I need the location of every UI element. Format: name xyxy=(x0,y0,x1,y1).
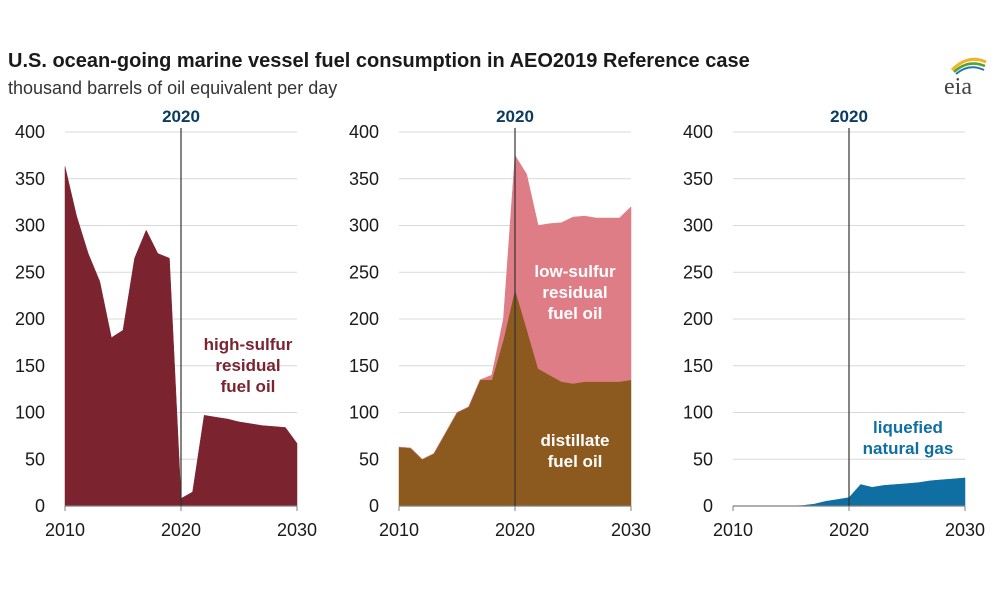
y-tick-label: 0 xyxy=(35,496,45,516)
y-tick-label: 350 xyxy=(15,169,45,189)
x-tick-label: 2010 xyxy=(713,520,753,540)
chart-subtitle: thousand barrels of oil equivalent per d… xyxy=(8,78,338,98)
logo-arc-green xyxy=(953,62,986,73)
series-annotation: residual xyxy=(542,283,607,302)
series-annotation: residual xyxy=(215,356,280,375)
chart-panel-3: 0 50 100 150 200 250 300 350 400 2010 2020 2030 2020… xyxy=(683,107,985,540)
series-annotation: natural gas xyxy=(863,439,954,458)
y-tick-label: 350 xyxy=(349,169,379,189)
y-tick-label: 0 xyxy=(369,496,379,516)
y-tick-label: 100 xyxy=(683,403,713,423)
x-tick-label: 2030 xyxy=(277,520,317,540)
y-tick-label: 50 xyxy=(359,449,379,469)
y-tick-label: 200 xyxy=(349,309,379,329)
eia-logo: eia xyxy=(944,57,987,100)
x-tick-label: 2030 xyxy=(945,520,985,540)
series-annotation: liquefied xyxy=(873,418,943,437)
y-tick-label: 400 xyxy=(15,122,45,142)
y-tick-label: 300 xyxy=(683,216,713,236)
x-tick-label: 2010 xyxy=(379,520,419,540)
y-tick-label: 300 xyxy=(15,216,45,236)
series-annotation: distillate xyxy=(541,431,610,450)
x-tick-label: 2030 xyxy=(611,520,651,540)
series-annotation: high-sulfur xyxy=(204,335,293,354)
y-tick-label: 300 xyxy=(349,216,379,236)
x-tick-label: 2020 xyxy=(161,520,201,540)
series-annotation: fuel oil xyxy=(548,452,603,471)
logo-arc-yellow xyxy=(950,57,987,72)
series-annotation: fuel oil xyxy=(221,377,276,396)
y-tick-label: 250 xyxy=(15,262,45,282)
chart-panel-2: 0 50 100 150 200 250 300 350 400 2010 2020 2030 2020… xyxy=(349,107,651,540)
series-annotation: fuel oil xyxy=(548,304,603,323)
y-tick-label: 350 xyxy=(683,169,713,189)
chart-title: U.S. ocean-going marine vessel fuel cons… xyxy=(8,50,750,72)
logo-text: eia xyxy=(944,74,972,100)
y-tick-label: 0 xyxy=(703,496,713,516)
y-tick-label: 400 xyxy=(683,122,713,142)
marker-label-2020: 2020 xyxy=(830,107,868,126)
y-tick-label: 50 xyxy=(693,449,713,469)
area-low-sulfur-residual-fuel-oil xyxy=(398,154,632,460)
y-tick-label: 200 xyxy=(683,309,713,329)
y-tick-label: 100 xyxy=(349,403,379,423)
y-tick-label: 250 xyxy=(349,262,379,282)
marker-label-2020: 2020 xyxy=(162,107,200,126)
x-tick-label: 2010 xyxy=(45,520,85,540)
chart-panel-1: 0 50 100 150 200 250 300 350 400 2010 2020 2030 2020… xyxy=(15,107,317,540)
y-tick-label: 400 xyxy=(349,122,379,142)
x-tick-label: 2020 xyxy=(495,520,535,540)
marker-label-2020: 2020 xyxy=(496,107,534,126)
y-tick-label: 100 xyxy=(15,403,45,423)
x-tick-label: 2020 xyxy=(829,520,869,540)
y-tick-label: 50 xyxy=(25,449,45,469)
y-tick-label: 150 xyxy=(683,356,713,376)
y-tick-label: 200 xyxy=(15,309,45,329)
y-tick-label: 250 xyxy=(683,262,713,282)
y-tick-label: 150 xyxy=(15,356,45,376)
series-annotation: low-sulfur xyxy=(534,262,616,281)
y-tick-label: 150 xyxy=(349,356,379,376)
logo-arc-blue xyxy=(955,66,985,75)
